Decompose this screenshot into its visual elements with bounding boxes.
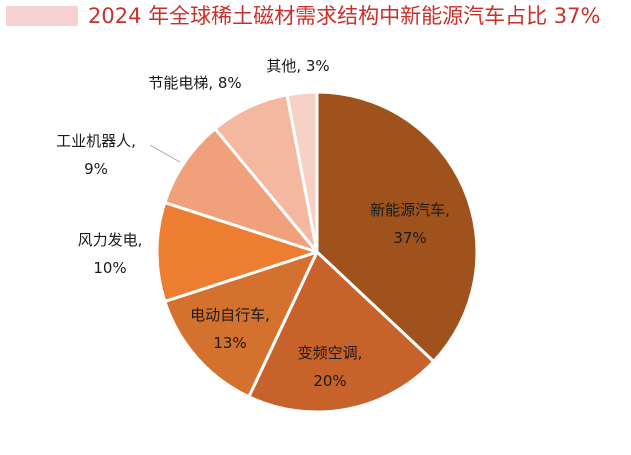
blurred-logo <box>6 6 78 26</box>
slice-labels: 新能源汽车, 37% 变频空调, 20% 电动自行车, 13% 风力发电, 10% 工业机器人,… <box>56 57 450 390</box>
slice-label-name: 其他, 3% <box>266 57 329 75</box>
slice-label-value: 13% <box>213 334 246 352</box>
pie-slice-3 <box>163 250 319 399</box>
title-row: 2024 年全球稀土磁材需求结构中新能源汽车占比 37% <box>0 0 631 36</box>
slice-label-5: 工业机器人, 9% <box>56 132 136 178</box>
pie-slices <box>155 90 479 414</box>
slice-label-value: 9% <box>84 160 108 178</box>
slice-label-2: 变频空调, 20% <box>298 344 363 390</box>
slice-label-name: 新能源汽车, <box>370 201 450 219</box>
leader-lines <box>149 144 181 163</box>
pie-slice-5 <box>163 127 319 254</box>
pie-slice-1 <box>315 90 479 364</box>
slice-label-7: 其他, 3% <box>266 57 329 75</box>
pie-slice-4 <box>155 201 319 303</box>
pie-slice-7 <box>285 90 319 254</box>
slice-label-name: 工业机器人, <box>56 132 136 150</box>
chart-title: 2024 年全球稀土磁材需求结构中新能源汽车占比 37% <box>88 4 601 28</box>
slice-label-name: 变频空调, <box>298 344 363 362</box>
slice-label-name: 节能电梯, 8% <box>148 74 241 92</box>
slice-label-6: 节能电梯, 8% <box>148 74 241 92</box>
slice-label-value: 37% <box>393 229 426 247</box>
slice-label-1: 新能源汽车, 37% <box>370 201 450 247</box>
slice-label-3: 电动自行车, 13% <box>190 306 270 352</box>
slice-label-value: 20% <box>313 372 346 390</box>
leader-line <box>149 144 181 163</box>
slice-label-name: 风力发电, <box>78 231 143 249</box>
slice-label-4: 风力发电, 10% <box>78 231 143 277</box>
slice-label-value: 10% <box>93 259 126 277</box>
slice-label-name: 电动自行车, <box>190 306 270 324</box>
pie-slice-2 <box>247 250 436 414</box>
